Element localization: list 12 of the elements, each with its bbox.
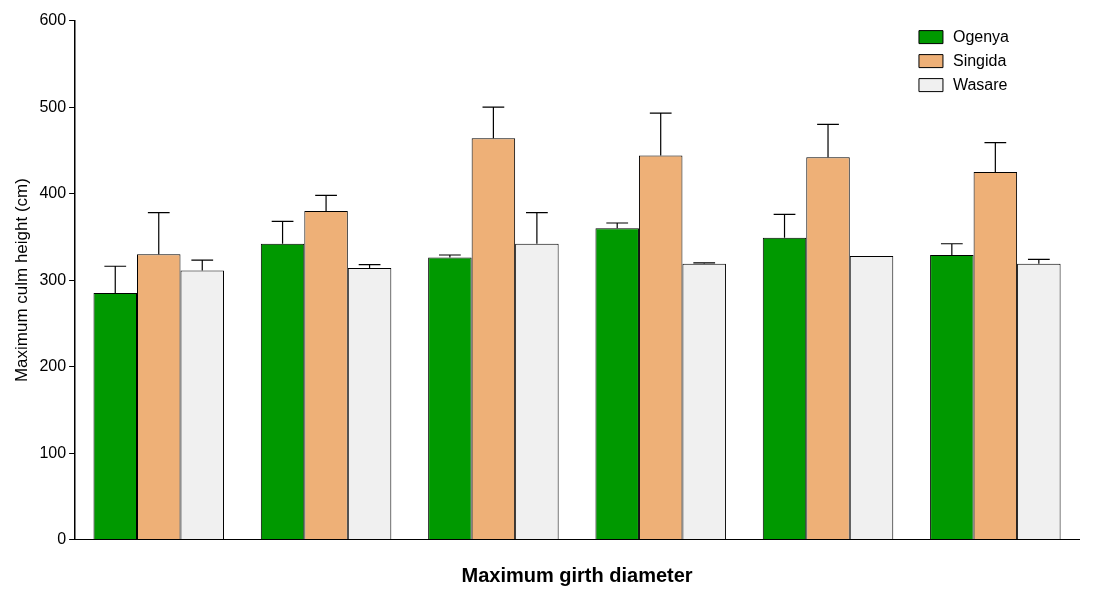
x-axis-title: Maximum girth diameter (461, 563, 693, 586)
legend-label: Ogenya (952, 27, 1010, 45)
y-tick-label: 100 (39, 443, 67, 461)
y-tick-label: 600 (39, 11, 67, 29)
y-tick-label: 500 (39, 97, 67, 115)
y-tick-label: 400 (39, 184, 67, 202)
y-tick-label: 300 (39, 270, 67, 288)
y-tick-label: 200 (39, 357, 67, 375)
y-axis-title: Maximum culm height (cm) (11, 178, 31, 383)
legend-label: Wasare (952, 75, 1008, 93)
y-tick-label: 0 (57, 530, 67, 548)
legend-label: Singida (952, 51, 1007, 69)
